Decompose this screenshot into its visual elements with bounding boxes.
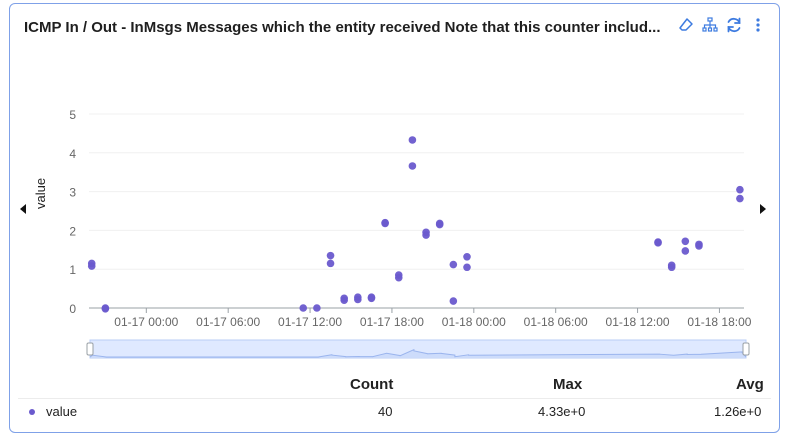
scroll-left-icon[interactable] bbox=[17, 202, 29, 216]
data-point bbox=[695, 242, 703, 250]
x-tick-label: 01-18 00:00 bbox=[442, 315, 506, 329]
x-tick-label: 01-17 06:00 bbox=[196, 315, 260, 329]
data-point bbox=[654, 239, 662, 247]
data-point bbox=[326, 259, 335, 268]
y-tick-label: 4 bbox=[69, 147, 76, 161]
avg-value: 1.26e+0 bbox=[714, 404, 762, 419]
navigator-handle-right[interactable] bbox=[742, 342, 750, 356]
x-tick-label: 01-18 12:00 bbox=[606, 315, 670, 329]
navigator-series bbox=[89, 348, 747, 358]
x-tick-label: 01-17 18:00 bbox=[360, 315, 424, 329]
x-tick-label: 01-18 06:00 bbox=[524, 315, 588, 329]
data-point bbox=[101, 304, 110, 313]
y-tick-label: 5 bbox=[69, 108, 76, 122]
x-tick-label: 01-18 18:00 bbox=[687, 315, 751, 329]
data-point bbox=[667, 263, 676, 272]
y-tick-label: 0 bbox=[69, 302, 76, 316]
hierarchy-icon[interactable] bbox=[701, 16, 719, 34]
x-tick-label: 01-17 12:00 bbox=[278, 315, 342, 329]
panel-toolbar bbox=[677, 16, 767, 34]
eraser-icon[interactable] bbox=[677, 16, 695, 34]
data-point bbox=[463, 263, 471, 272]
more-vertical-icon[interactable] bbox=[749, 16, 767, 34]
x-tick-label: 01-17 00:00 bbox=[114, 315, 178, 329]
data-point bbox=[313, 304, 321, 312]
data-point bbox=[87, 262, 96, 270]
y-tick-label: 2 bbox=[69, 224, 76, 238]
data-point bbox=[422, 231, 430, 239]
data-point bbox=[736, 194, 744, 203]
data-point bbox=[449, 297, 458, 305]
refresh-icon[interactable] bbox=[725, 16, 743, 34]
data-point bbox=[681, 247, 690, 255]
max-header: Max bbox=[553, 376, 583, 393]
panel-title: ICMP In / Out - InMsgs Messages which th… bbox=[24, 19, 661, 36]
navigator-handle-left[interactable] bbox=[86, 342, 94, 356]
scroll-right-icon[interactable] bbox=[757, 202, 769, 216]
data-point bbox=[394, 273, 403, 282]
data-point bbox=[435, 220, 444, 229]
time-navigator[interactable] bbox=[10, 337, 781, 367]
data-point bbox=[681, 237, 690, 246]
data-point bbox=[367, 294, 376, 303]
legend-marker bbox=[29, 409, 35, 415]
y-tick-label: 1 bbox=[69, 263, 76, 277]
data-point bbox=[463, 252, 471, 261]
data-point bbox=[408, 136, 417, 144]
avg-header: Avg bbox=[736, 376, 764, 393]
count-header: Count bbox=[350, 376, 394, 393]
chart-panel: ICMP In / Out - InMsgs Messages which th… bbox=[9, 3, 780, 433]
count-value: 40 bbox=[378, 404, 393, 419]
summary-divider bbox=[18, 398, 771, 399]
data-point bbox=[449, 260, 458, 269]
legend-series-name[interactable]: value bbox=[46, 404, 78, 419]
data-point bbox=[299, 304, 308, 312]
data-point bbox=[381, 219, 389, 228]
data-point bbox=[736, 185, 744, 194]
data-point bbox=[326, 251, 335, 260]
data-point bbox=[340, 296, 348, 305]
data-point bbox=[354, 295, 362, 304]
y-tick-label: 3 bbox=[69, 186, 76, 200]
scatter-plot: 0 1 2 3 4 5 01-17 00:00 01-17 06:00 01-17 12:00 0… bbox=[69, 108, 751, 329]
data-point bbox=[408, 162, 417, 170]
max-value: 4.33e+0 bbox=[538, 404, 586, 419]
